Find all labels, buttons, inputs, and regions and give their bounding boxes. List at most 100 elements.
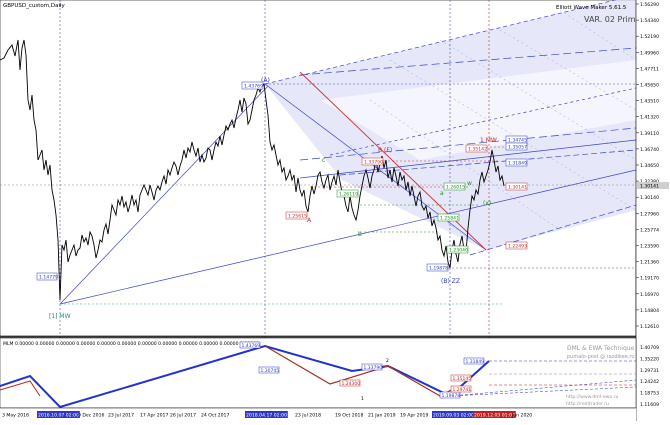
- watermark-line-4: http://reditrader.ru: [566, 401, 609, 407]
- time-tick-label: 19 Oct 2018: [335, 413, 363, 419]
- time-tick-label: 23 Jul 2017: [108, 413, 134, 419]
- wave-labels: [1] MW (A) B (F) (B) ZZ 1 MW A c b a w (…: [49, 77, 497, 320]
- time-marker-tag: [37, 411, 80, 418]
- time-tick-label: 2019.12.03 01:00: [474, 413, 515, 419]
- price-tick-label: 1.56290: [640, 2, 659, 8]
- chart-title: GBPUSD_custom,Daily: [3, 3, 66, 9]
- price-tick-label: 1.49960: [640, 50, 659, 56]
- price-boxes: 1.14779 1.43769 1.25615 1.33790 1.35142 …: [36, 81, 528, 281]
- price-tick-label: 1.25774: [640, 227, 659, 233]
- time-tick-label: 23 Jul 2018: [295, 413, 321, 419]
- watermark-line-2: pumalo-post @ razdikee.ru: [567, 354, 635, 360]
- price-tick-label: 1.34650: [640, 163, 659, 169]
- wave-label-w: w: [467, 180, 472, 187]
- price-box-5: 1.35142: [468, 147, 487, 153]
- price-box-4: 1.33790: [364, 160, 383, 166]
- time-tick-label: 2019.09.03 02:00: [433, 413, 474, 419]
- sub-box-5: 1.19878: [442, 393, 461, 399]
- wave-label-a-red: A: [307, 217, 312, 224]
- price-box-7: 1.23040: [449, 248, 468, 254]
- sub-price-axis: 1.40709 1.35220 1.29731 1.24242 1.18753 1.116…: [640, 345, 659, 408]
- time-tick-label: 2016.10.07 02:00: [38, 413, 79, 419]
- time-marker-tag: [432, 411, 475, 418]
- sub-price-tick-label: 1.40709: [640, 345, 659, 351]
- price-box-11: 1.31849: [508, 161, 527, 167]
- price-box-8: 1.19878: [429, 266, 448, 272]
- wave-label-b: b: [358, 231, 362, 238]
- wave-label-1mw: [1] MW: [49, 313, 71, 320]
- price-box-13: 1.22493: [508, 244, 527, 250]
- time-tick-label: Jan 2020: [511, 413, 532, 419]
- sub-box-2: 1.33790: [364, 365, 383, 371]
- sub-box-8: 1.29741: [453, 387, 472, 393]
- level-lines: [0, 83, 636, 305]
- price-box-1: 1.14779: [39, 275, 58, 281]
- price-tick-label: 1.36740: [640, 147, 659, 153]
- subwindow-frame: [0, 337, 637, 409]
- watermark-line-3: http://www.dml-ewa.ru: [566, 394, 618, 400]
- price-box-6: 1.26015: [446, 185, 465, 191]
- price-axis-bg: [636, 0, 670, 421]
- time-tick-label: 26 Jul 2017: [170, 413, 196, 419]
- indicator-name: Elliott Wave Maker 5.61.5: [556, 5, 627, 11]
- price-box-14: 1.26119: [339, 192, 358, 198]
- sub-label-2: 2: [386, 358, 389, 364]
- price-tick-label: 1.19170: [640, 276, 659, 282]
- price-tick-label: 1.43510: [640, 99, 659, 105]
- price-tick-label: 1.45650: [640, 83, 659, 89]
- price-tick-label: 1.54340: [640, 18, 659, 24]
- price-tick-label: 1.47711: [640, 66, 659, 72]
- time-tick-label: 17 Apr 2017: [140, 413, 168, 419]
- price-tick-label: 1.21360: [640, 260, 659, 266]
- time-tick-label: 21 Jan 2019: [368, 413, 396, 419]
- price-box-15: 1.25841: [440, 216, 459, 222]
- time-tick-label: 19 Apr 2019: [400, 413, 428, 419]
- watermark-line-1: DML & EWA Technique: [567, 345, 635, 352]
- current-price-text: 1.30141: [640, 184, 659, 190]
- wave-label-A: (A): [261, 77, 270, 84]
- channel-lines: [59, 0, 637, 305]
- sub-price-tick-label: 1.35220: [640, 356, 659, 362]
- price-tick-label: 1.12610: [640, 324, 659, 330]
- price-tick-label: 1.27960: [640, 211, 659, 217]
- price-tick-label: 1.30140: [640, 195, 659, 201]
- time-marker-tag: [473, 411, 516, 418]
- time-tick-label: 9 Dec 2016: [78, 413, 105, 419]
- subwindow-label: MLM 0.00000 0.00000 0.00000 0.00000 0.00…: [3, 341, 259, 347]
- wave-label-x: (x): [483, 200, 491, 207]
- time-tick-label: 3 May 2016: [2, 413, 29, 419]
- sub-box-3: 1.30745: [261, 368, 280, 374]
- price-tick-label: 1.41320: [640, 115, 659, 121]
- current-price-tag: [637, 182, 669, 189]
- price-box-12: 1.30141: [508, 185, 527, 191]
- watermark: DML & EWA Technique pumalo-post @ razdik…: [566, 345, 635, 407]
- price-tick-label: 1.23590: [640, 244, 659, 250]
- price-tick-label: 1.16970: [640, 292, 659, 298]
- time-tick-label: 2018.04.17 02:00: [246, 413, 287, 419]
- price-tick-label: 1.14804: [640, 308, 659, 314]
- sub-box-6: 1.35145: [453, 376, 472, 382]
- channel-band: [320, 60, 636, 160]
- wave-label-a: a: [440, 190, 444, 197]
- price-box-3: 1.25615: [288, 214, 307, 220]
- sub-box-7: 1.31849: [466, 359, 485, 365]
- wave-label-B: B (F): [378, 147, 392, 154]
- price-series: [0, 39, 505, 301]
- wave-label-1mw-right: 1 MW: [480, 137, 497, 144]
- var-label: VAR. 02 Primary: [584, 15, 649, 24]
- sub-price-tick-label: 1.11609: [640, 402, 659, 408]
- wave-label-B-zz: (B) ZZ: [441, 278, 460, 285]
- sub-price-tick-label: 1.18753: [640, 391, 659, 397]
- price-tick-label: 1.39110: [640, 131, 659, 137]
- wave-label-c: c: [322, 157, 325, 164]
- time-marker-tag: [245, 411, 288, 418]
- price-tick-label: 1.52190: [640, 34, 659, 40]
- price-axis: 1.56290 1.54340 1.52190 1.49960 1.47711 1.456…: [636, 2, 659, 330]
- time-tick-label: 24 Oct 2017: [201, 413, 229, 419]
- price-box-9: 1.34745: [508, 138, 527, 144]
- price-box-2: 1.43769: [244, 84, 263, 90]
- sub-price-tick-label: 1.24242: [640, 379, 659, 385]
- time-axis: 3 May 2016 2016.10.07 02:009 Dec 2016 23 J…: [2, 411, 532, 419]
- sub-box-4: 1.24300: [342, 381, 361, 387]
